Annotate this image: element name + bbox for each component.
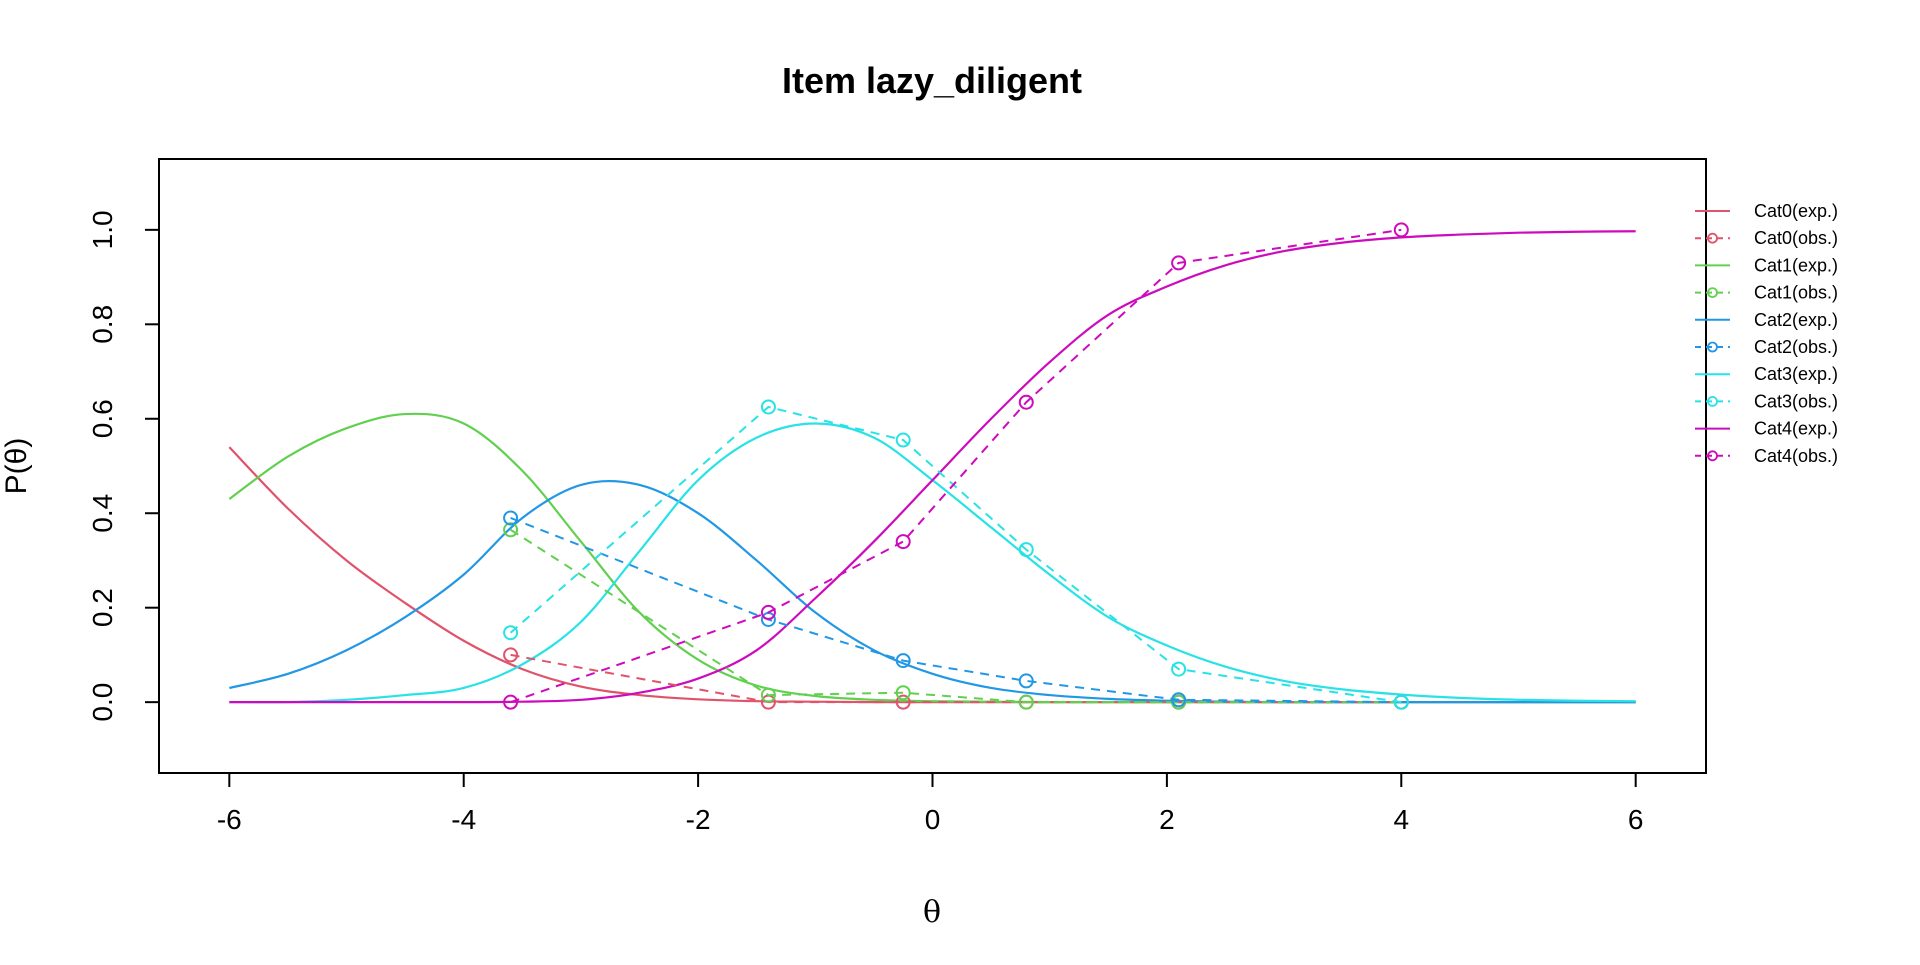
x-tick-label: 2 (1159, 804, 1175, 835)
legend-marker (1707, 395, 1718, 407)
data-point-cat2-obs (1018, 673, 1034, 689)
y-tick-label: 1.0 (87, 210, 118, 249)
series-line-cat2-obs (510, 517, 1402, 704)
data-point-cat2-obs (503, 510, 519, 526)
x-tick-label: 6 (1628, 804, 1644, 835)
x-axis-label: θ (923, 895, 941, 930)
y-tick-label: 0.0 (87, 683, 118, 722)
legend-marker (1707, 341, 1718, 353)
x-tick-label: -6 (217, 804, 242, 835)
data-point-cat2-obs (895, 653, 911, 669)
data-point-cat4-obs (760, 604, 776, 620)
data-point-cat0-obs (503, 647, 519, 663)
legend-marker (1707, 287, 1718, 299)
x-axis: -6 -4 -2 0 2 4 6 (217, 772, 1644, 835)
legend-label: Cat3(exp.) (1754, 364, 1838, 384)
data-point-cat3-obs (1018, 542, 1034, 558)
legend-label: Cat3(obs.) (1754, 391, 1838, 411)
legend-label: Cat1(exp.) (1754, 255, 1838, 275)
y-tick-label: 0.6 (87, 399, 118, 438)
series-line-cat4-obs (510, 228, 1402, 704)
y-axis-label: P(θ) (0, 438, 33, 495)
y-tick-label: 0.4 (87, 494, 118, 533)
legend-label: Cat0(obs.) (1754, 228, 1838, 248)
y-tick-label: 0.2 (87, 588, 118, 627)
data-point-cat3-obs (503, 625, 519, 641)
data-point-cat1-obs (760, 687, 776, 703)
chart-title: Item lazy_diligent (782, 60, 1082, 101)
data-point-cat4-obs (1018, 394, 1034, 410)
y-tick-label: 0.8 (87, 305, 118, 344)
series-line-cat3-exp (229, 422, 1636, 704)
legend-marker (1707, 232, 1718, 244)
data-point-cat4-obs (1171, 255, 1187, 271)
data-point-cat3-obs (1393, 694, 1409, 710)
data-point-cat3-obs (895, 432, 911, 448)
data-point-cat0-obs (895, 694, 911, 710)
series-line-cat0-exp (228, 446, 1636, 704)
series-line-cat3-obs (509, 405, 1402, 704)
data-point-cat3-obs (1171, 661, 1187, 677)
series-line-cat1-exp (228, 412, 1636, 704)
x-tick-label: 0 (925, 804, 941, 835)
data-point-cat1-obs (1018, 694, 1034, 710)
series-line-cat1-obs (510, 528, 1402, 704)
observed-lines (503, 222, 1409, 710)
legend-label: Cat0(exp.) (1754, 201, 1838, 221)
x-tick-label: 4 (1393, 804, 1409, 835)
legend-label: Cat4(obs.) (1754, 446, 1838, 466)
data-point-cat1-obs (895, 685, 911, 701)
legend-label: Cat1(obs.) (1754, 283, 1838, 303)
data-point-cat4-obs (1393, 222, 1409, 238)
x-tick-label: -2 (686, 804, 711, 835)
data-point-cat1-obs (503, 522, 519, 538)
legend-label: Cat2(exp.) (1754, 310, 1838, 330)
data-point-cat4-obs (503, 694, 519, 710)
legend-label: Cat2(obs.) (1754, 337, 1838, 357)
legend-marker (1707, 450, 1718, 462)
series-line-cat4-exp (229, 230, 1636, 704)
x-tick-label: -4 (451, 804, 476, 835)
series-line-cat2-exp (229, 479, 1636, 704)
data-point-cat4-obs (895, 534, 911, 550)
data-point-cat2-obs (1171, 692, 1187, 708)
legend-label: Cat4(exp.) (1754, 419, 1838, 439)
data-point-cat3-obs (760, 399, 776, 415)
y-axis: 0.0 0.2 0.4 0.6 0.8 1.0 (87, 210, 160, 722)
expected-curves (228, 230, 1636, 704)
legend: Cat0(exp.) Cat0(obs.) Cat1(exp.) Cat1(obs.)… (1695, 201, 1838, 466)
